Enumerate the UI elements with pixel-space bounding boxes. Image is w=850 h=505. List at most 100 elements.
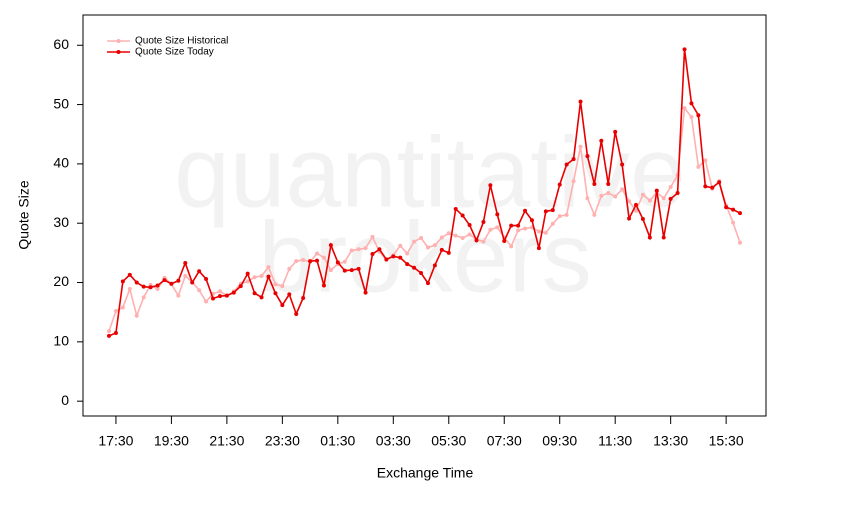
- data-point: [495, 212, 500, 217]
- data-point: [578, 144, 583, 149]
- data-point: [633, 202, 638, 207]
- data-point: [585, 154, 590, 159]
- y-tick-label: 0: [61, 392, 69, 408]
- x-axis-label: Exchange Time: [377, 465, 474, 481]
- data-point: [231, 290, 236, 295]
- data-point: [647, 235, 652, 240]
- x-tick-label: 23:30: [265, 433, 300, 449]
- data-point: [356, 247, 361, 252]
- data-point: [717, 180, 722, 185]
- data-point: [703, 184, 708, 189]
- watermark: brokers: [258, 201, 591, 313]
- data-point: [204, 299, 209, 304]
- data-point: [613, 194, 618, 199]
- data-point: [134, 280, 139, 285]
- data-point: [731, 220, 736, 225]
- data-point: [675, 190, 680, 195]
- data-point: [315, 258, 320, 263]
- data-point: [703, 158, 708, 163]
- data-point: [412, 239, 417, 244]
- data-point: [627, 199, 632, 204]
- data-point: [550, 208, 555, 213]
- x-tick-label: 13:30: [653, 433, 688, 449]
- data-point: [627, 216, 632, 221]
- x-tick-label: 09:30: [542, 433, 577, 449]
- y-tick-label: 20: [53, 273, 69, 289]
- data-point: [738, 240, 742, 245]
- data-point: [134, 313, 139, 318]
- data-point: [107, 329, 111, 334]
- data-point: [446, 250, 451, 255]
- data-point: [432, 243, 437, 248]
- data-point: [536, 229, 541, 234]
- data-point: [405, 251, 410, 256]
- data-point: [502, 239, 507, 244]
- data-point: [557, 214, 562, 219]
- data-point: [439, 247, 444, 252]
- data-point: [391, 254, 396, 259]
- data-point: [592, 212, 597, 217]
- data-point: [287, 266, 292, 271]
- data-point: [696, 113, 701, 118]
- data-point: [328, 243, 333, 248]
- plot-frame: [82, 14, 767, 417]
- data-point: [342, 268, 347, 273]
- data-point: [661, 235, 666, 240]
- x-tick-label: 03:30: [376, 433, 411, 449]
- data-point: [356, 266, 361, 271]
- data-point: [259, 274, 264, 279]
- data-point: [183, 274, 188, 279]
- data-point: [536, 246, 541, 251]
- data-point: [640, 192, 645, 197]
- data-point: [620, 162, 625, 167]
- data-point: [197, 288, 202, 293]
- data-point: [620, 187, 625, 192]
- data-point: [321, 283, 326, 288]
- data-point: [224, 293, 229, 298]
- x-tick-label: 07:30: [487, 433, 522, 449]
- data-point: [169, 281, 174, 286]
- data-point: [301, 295, 306, 300]
- watermark: quantitative: [174, 116, 685, 228]
- data-point: [578, 99, 583, 104]
- data-point: [446, 231, 451, 236]
- data-point: [377, 247, 382, 252]
- data-point: [328, 268, 333, 273]
- data-point: [682, 106, 687, 111]
- data-point: [668, 196, 673, 201]
- data-point: [585, 196, 590, 201]
- data-point: [238, 284, 243, 289]
- data-point: [266, 265, 271, 270]
- data-point: [273, 291, 278, 296]
- data-point: [467, 232, 472, 237]
- data-point: [120, 305, 125, 310]
- data-point: [668, 185, 673, 190]
- data-point: [113, 330, 118, 335]
- data-point: [349, 268, 354, 273]
- data-point: [481, 239, 486, 244]
- data-point: [113, 309, 118, 314]
- data-point: [654, 188, 659, 193]
- y-axis-label: Quote Size: [16, 180, 32, 249]
- data-point: [529, 218, 534, 223]
- data-point: [370, 234, 375, 239]
- data-point: [689, 101, 694, 106]
- data-point: [245, 279, 250, 284]
- data-point: [523, 226, 528, 231]
- data-point: [571, 179, 576, 184]
- data-point: [724, 205, 729, 210]
- data-point: [689, 115, 694, 120]
- data-point: [453, 206, 458, 211]
- y-tick-label: 30: [53, 214, 69, 230]
- data-point: [661, 196, 666, 201]
- data-point: [273, 282, 278, 287]
- data-point: [488, 183, 493, 188]
- data-point: [127, 287, 132, 292]
- data-point: [613, 129, 618, 134]
- data-point: [155, 283, 160, 288]
- data-point: [252, 291, 257, 296]
- data-point: [398, 243, 403, 248]
- data-point: [571, 157, 576, 162]
